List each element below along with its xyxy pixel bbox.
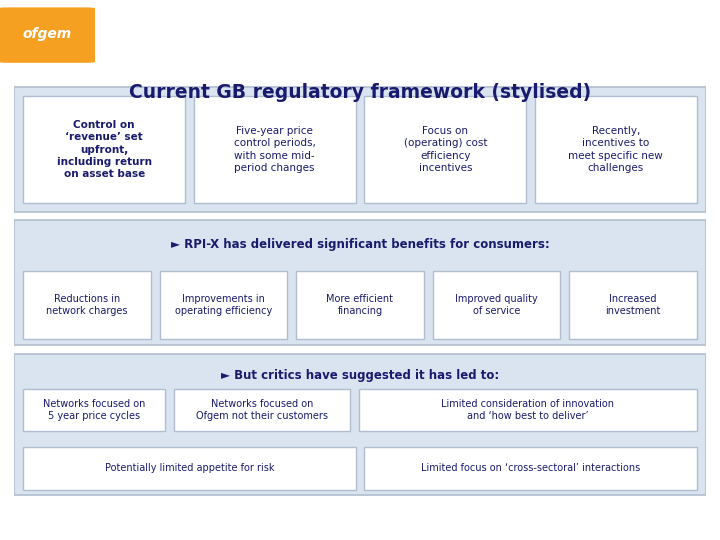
FancyBboxPatch shape — [23, 447, 356, 490]
FancyBboxPatch shape — [14, 354, 706, 495]
FancyBboxPatch shape — [174, 389, 351, 431]
Text: Reductions in
network charges: Reductions in network charges — [46, 294, 128, 316]
Text: Recently,
incentives to
meet specific new
challenges: Recently, incentives to meet specific ne… — [569, 126, 663, 173]
FancyBboxPatch shape — [23, 96, 185, 204]
Text: Networks focused on
5 year price cycles: Networks focused on 5 year price cycles — [43, 399, 145, 421]
FancyBboxPatch shape — [14, 87, 706, 212]
FancyBboxPatch shape — [23, 389, 165, 431]
Text: Current GB regulatory framework (stylised): Current GB regulatory framework (stylise… — [129, 83, 591, 102]
FancyBboxPatch shape — [296, 271, 424, 339]
Text: for all gas and electricity customers: for all gas and electricity customers — [108, 45, 296, 56]
FancyBboxPatch shape — [23, 271, 151, 339]
Text: 22: 22 — [673, 513, 698, 531]
Text: Improvements in
operating efficiency: Improvements in operating efficiency — [175, 294, 272, 316]
FancyBboxPatch shape — [569, 271, 697, 339]
Text: ofgem: ofgem — [22, 26, 71, 40]
FancyBboxPatch shape — [359, 389, 697, 431]
Text: Limited focus on ‘cross-sectoral’ interactions: Limited focus on ‘cross-sectoral’ intera… — [421, 463, 640, 474]
FancyBboxPatch shape — [194, 96, 356, 204]
Text: Networks focused on
Ofgem not their customers: Networks focused on Ofgem not their cust… — [196, 399, 328, 421]
Text: ► But critics have suggested it has led to:: ► But critics have suggested it has led … — [221, 368, 499, 381]
FancyBboxPatch shape — [0, 8, 95, 63]
Text: Limited consideration of innovation
and ‘how best to deliver’: Limited consideration of innovation and … — [441, 399, 614, 421]
FancyBboxPatch shape — [14, 220, 706, 345]
Text: Improved quality
of service: Improved quality of service — [455, 294, 538, 316]
FancyBboxPatch shape — [364, 447, 697, 490]
FancyBboxPatch shape — [433, 271, 560, 339]
FancyBboxPatch shape — [364, 96, 526, 204]
Text: Increased
investment: Increased investment — [606, 294, 660, 316]
Text: Promoting choice and value: Promoting choice and value — [108, 15, 294, 28]
Text: More efficient
financing: More efficient financing — [326, 294, 394, 316]
Text: Five-year price
control periods,
with some mid-
period changes: Five-year price control periods, with so… — [234, 126, 315, 173]
Text: ► RPI-X has delivered significant benefits for consumers:: ► RPI-X has delivered significant benefi… — [171, 238, 549, 251]
Text: Potentially limited appetite for risk: Potentially limited appetite for risk — [104, 463, 274, 474]
Text: Control on
‘revenue’ set
upfront,
including return
on asset base: Control on ‘revenue’ set upfront, includ… — [57, 120, 152, 179]
FancyBboxPatch shape — [535, 96, 697, 204]
FancyBboxPatch shape — [160, 271, 287, 339]
Text: Focus on
(operating) cost
efficiency
incentives: Focus on (operating) cost efficiency inc… — [403, 126, 487, 173]
